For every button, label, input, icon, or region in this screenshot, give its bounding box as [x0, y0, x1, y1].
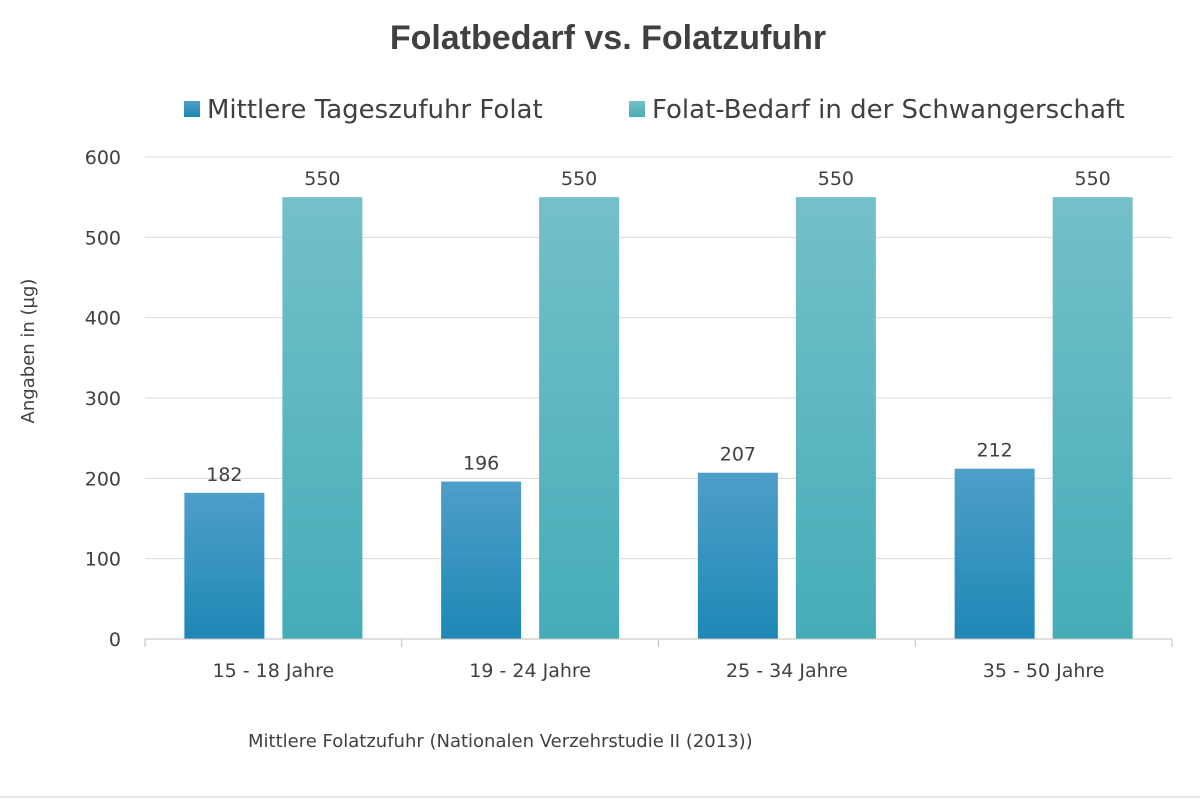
- data-label: 550: [1074, 168, 1110, 190]
- legend-label-series-0: Mittlere Tageszufuhr Folat: [207, 95, 543, 125]
- legend-swatch-series-0: [184, 101, 200, 117]
- data-label: 550: [304, 168, 340, 190]
- y-axis-ticks: 0 100 200 300 400 500 600: [85, 147, 121, 651]
- x-tick-label: 35 - 50 Jahre: [983, 660, 1105, 682]
- bars: [184, 197, 1133, 639]
- y-tick-label: 500: [85, 227, 121, 249]
- data-label: 207: [720, 444, 756, 466]
- data-label: 550: [561, 168, 597, 190]
- y-tick-label: 0: [109, 629, 121, 651]
- legend: Mittlere Tageszufuhr Folat Folat-Bedarf …: [184, 95, 1125, 125]
- data-label: 550: [818, 168, 854, 190]
- y-tick-label: 200: [85, 468, 121, 490]
- bar-series-0: [184, 492, 265, 639]
- x-axis-label: Mittlere Folatzufuhr (Nationalen Verzehr…: [248, 731, 753, 752]
- x-tick-label: 19 - 24 Jahre: [469, 660, 591, 682]
- x-tick-label: 25 - 34 Jahre: [726, 660, 848, 682]
- data-label: 212: [976, 440, 1012, 462]
- x-axis: 15 - 18 Jahre 19 - 24 Jahre 25 - 34 Jahre 3…: [144, 638, 1173, 682]
- y-tick-label: 300: [85, 388, 121, 410]
- data-label: 196: [463, 453, 499, 475]
- bar-series-0: [697, 472, 778, 639]
- bar-series-1: [539, 197, 620, 639]
- bar-series-1: [795, 197, 876, 639]
- x-tick-label: 15 - 18 Jahre: [213, 660, 335, 682]
- bar-series-1: [1052, 197, 1133, 639]
- chart-title: Folatbedarf vs. Folatzufuhr: [390, 19, 826, 57]
- data-labels: 182 550 196 550 207 550 212 550: [206, 168, 1111, 486]
- data-label: 182: [206, 464, 242, 486]
- bar-series-0: [441, 481, 522, 639]
- bottom-divider: [0, 796, 1200, 798]
- legend-swatch-series-1: [629, 101, 645, 117]
- y-axis-label: Angaben in (µg): [18, 279, 39, 424]
- y-tick-label: 400: [85, 308, 121, 330]
- legend-label-series-1: Folat-Bedarf in der Schwangerschaft: [652, 95, 1125, 125]
- bar-series-0: [954, 468, 1035, 639]
- y-tick-label: 600: [85, 147, 121, 169]
- bar-series-1: [282, 197, 363, 639]
- y-tick-label: 100: [85, 549, 121, 571]
